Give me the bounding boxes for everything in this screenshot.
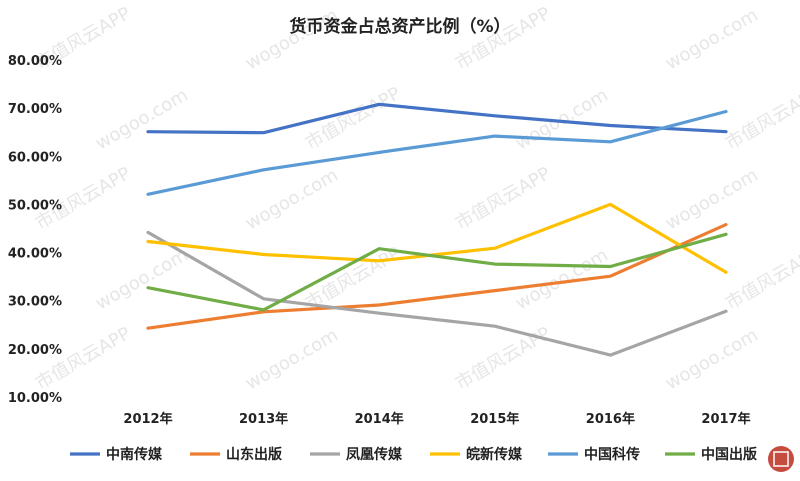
legend-label: 中南传媒 xyxy=(106,446,163,463)
watermark-text: wogoo.com xyxy=(662,165,762,235)
watermark-text: 市值风云APP xyxy=(32,323,134,394)
y-tick-label: 10.00% xyxy=(8,391,62,406)
x-axis-ticks: 2012年 2013年 2014年 2015年 2016年 2017年 xyxy=(123,411,750,427)
brand-logo xyxy=(768,446,794,472)
y-tick-label: 30.00% xyxy=(8,295,62,310)
legend-label: 皖新传媒 xyxy=(466,446,523,463)
legend-item: 中国出版 xyxy=(665,446,757,463)
series-line xyxy=(146,202,728,274)
x-tick-label: 2017年 xyxy=(701,411,750,427)
legend-label: 凤凰传媒 xyxy=(346,446,403,463)
series-line xyxy=(146,230,728,357)
y-tick-label: 70.00% xyxy=(8,102,62,117)
chart-title: 货币资金占总资产比例（%） xyxy=(289,16,510,37)
legend-item: 皖新传媒 xyxy=(430,446,523,463)
series-line xyxy=(146,102,728,135)
watermark-text: wogoo.com xyxy=(242,165,342,235)
y-tick-label: 60.00% xyxy=(8,150,62,165)
series-line xyxy=(146,232,728,312)
legend-item: 山东出版 xyxy=(190,446,282,463)
watermark-text: 市值风云APP xyxy=(452,3,554,74)
watermark-text: wogoo.com xyxy=(662,325,762,395)
watermark-text: wogoo.com xyxy=(242,325,342,395)
y-tick-label: 40.00% xyxy=(8,247,62,262)
watermark-layer: 市值风云APP wogoo.com 市值风云APP wogoo.com wogoo.co… xyxy=(32,3,800,394)
logo-stamp-icon xyxy=(768,446,794,472)
y-tick-label: 80.00% xyxy=(8,54,62,69)
watermark-text: wogoo.com xyxy=(92,85,192,155)
x-tick-label: 2014年 xyxy=(355,411,404,427)
series-line xyxy=(146,223,728,330)
y-tick-label: 20.00% xyxy=(8,343,62,358)
logo-mark-icon xyxy=(773,451,789,467)
legend-item: 凤凰传媒 xyxy=(310,446,403,463)
x-tick-label: 2015年 xyxy=(470,411,519,427)
x-tick-label: 2012年 xyxy=(123,411,172,427)
watermark-text: 市值风云APP xyxy=(722,243,800,314)
watermark-text: 市值风云APP xyxy=(722,83,800,154)
y-tick-label: 50.00% xyxy=(8,198,62,213)
series-layer xyxy=(146,102,728,357)
legend-item: 中南传媒 xyxy=(70,446,163,463)
series-line xyxy=(146,109,728,196)
legend-label: 中国科传 xyxy=(584,446,640,463)
legend: 中南传媒 山东出版 凤凰传媒 皖新传媒 中国科传 中国出版 xyxy=(70,446,757,463)
x-tick-label: 2013年 xyxy=(239,411,288,427)
x-tick-label: 2016年 xyxy=(586,411,635,427)
legend-item: 中国科传 xyxy=(548,446,640,463)
y-axis-ticks: 10.00% 20.00% 30.00% 40.00% 50.00% 60.00% 70.0… xyxy=(8,54,62,406)
watermark-text: 市值风云APP xyxy=(452,163,554,234)
watermark-text: wogoo.com xyxy=(92,245,192,315)
watermark-text: 市值风云APP xyxy=(452,323,554,394)
watermark-text: wogoo.com xyxy=(242,5,342,75)
legend-label: 中国出版 xyxy=(701,446,757,463)
watermark-text: wogoo.com xyxy=(662,5,762,75)
legend-label: 山东出版 xyxy=(226,446,282,463)
